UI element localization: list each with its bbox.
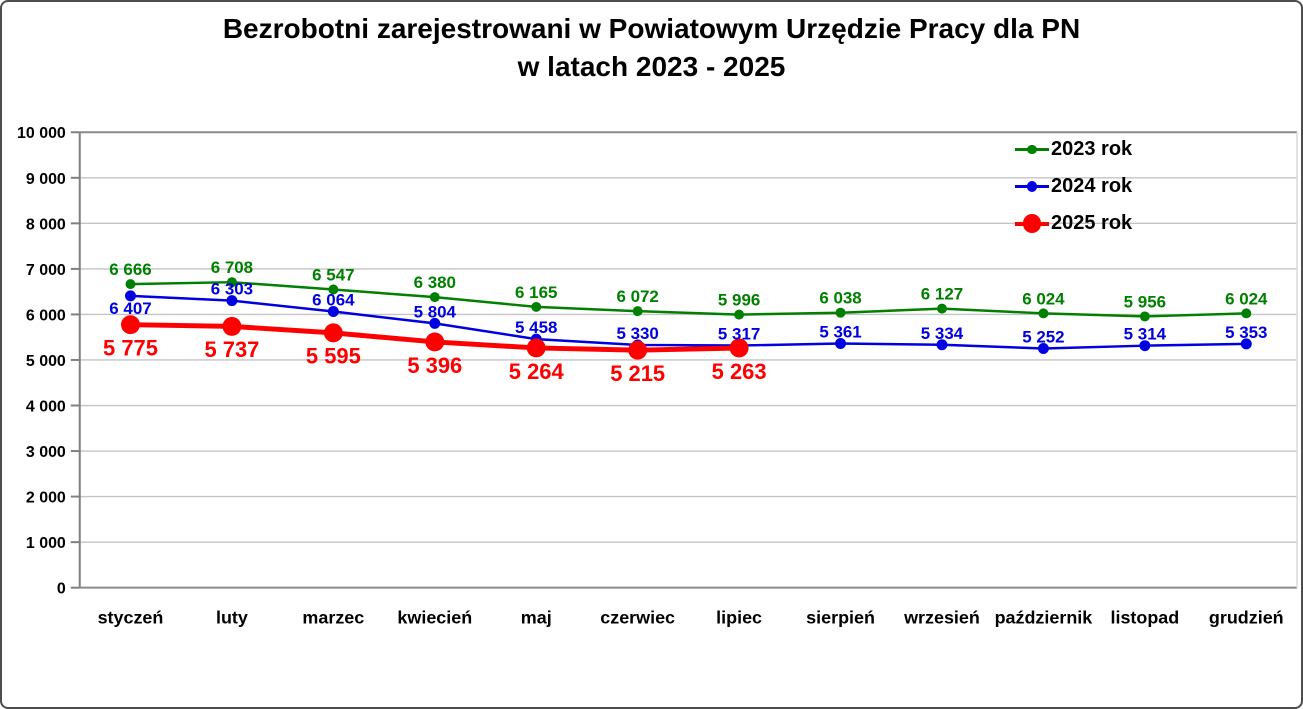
svg-text:6 000: 6 000 bbox=[26, 307, 66, 324]
svg-text:6 303: 6 303 bbox=[211, 280, 253, 299]
svg-text:6 024: 6 024 bbox=[1225, 289, 1268, 308]
svg-text:maj: maj bbox=[521, 607, 552, 627]
svg-text:5 317: 5 317 bbox=[718, 325, 760, 344]
svg-text:grudzień: grudzień bbox=[1209, 607, 1284, 627]
svg-text:lipiec: lipiec bbox=[716, 607, 762, 627]
svg-text:styczeń: styczeń bbox=[98, 607, 164, 627]
svg-text:5 215: 5 215 bbox=[610, 361, 665, 386]
svg-text:6 038: 6 038 bbox=[819, 289, 861, 308]
svg-text:5 458: 5 458 bbox=[515, 318, 557, 337]
svg-text:6 708: 6 708 bbox=[211, 258, 253, 277]
svg-text:6 666: 6 666 bbox=[109, 260, 151, 279]
legend-marker-2024-icon bbox=[1015, 176, 1049, 197]
legend-marker-2023-icon bbox=[1015, 139, 1049, 160]
svg-text:5 361: 5 361 bbox=[819, 323, 861, 342]
svg-text:8 000: 8 000 bbox=[26, 216, 66, 233]
chart-legend: 2023 rok 2024 rok 2025 rok bbox=[1015, 131, 1132, 242]
svg-text:5 956: 5 956 bbox=[1124, 293, 1166, 312]
svg-text:5 353: 5 353 bbox=[1225, 323, 1267, 342]
svg-text:kwiecień: kwiecień bbox=[397, 607, 472, 627]
svg-text:6 024: 6 024 bbox=[1022, 289, 1065, 308]
svg-text:5 737: 5 737 bbox=[204, 337, 259, 362]
svg-text:6 380: 6 380 bbox=[414, 273, 456, 292]
svg-text:6 547: 6 547 bbox=[312, 266, 354, 285]
svg-text:1 000: 1 000 bbox=[26, 535, 66, 552]
legend-label-2024: 2024 rok bbox=[1051, 175, 1133, 197]
svg-text:4 000: 4 000 bbox=[26, 398, 66, 415]
svg-text:5 330: 5 330 bbox=[616, 324, 658, 343]
svg-text:czerwiec: czerwiec bbox=[600, 607, 675, 627]
chart-title-line1: Bezrobotni zarejestrowani w Powiatowym U… bbox=[222, 13, 1081, 44]
svg-text:5 595: 5 595 bbox=[306, 344, 361, 369]
legend-label-2023: 2023 rok bbox=[1051, 138, 1133, 160]
svg-text:5 396: 5 396 bbox=[407, 353, 462, 378]
legend-item-2024: 2024 rok bbox=[1015, 168, 1132, 205]
svg-text:sierpień: sierpień bbox=[806, 607, 875, 627]
chart-title: Bezrobotni zarejestrowani w Powiatowym U… bbox=[2, 10, 1301, 86]
svg-text:6 072: 6 072 bbox=[616, 287, 658, 306]
svg-text:5 000: 5 000 bbox=[26, 353, 66, 370]
svg-text:6 064: 6 064 bbox=[312, 291, 355, 310]
svg-text:wrzesień: wrzesień bbox=[903, 607, 980, 627]
svg-text:5 334: 5 334 bbox=[921, 324, 964, 343]
svg-text:5 775: 5 775 bbox=[103, 336, 158, 361]
svg-text:5 314: 5 314 bbox=[1124, 325, 1167, 344]
svg-text:9 000: 9 000 bbox=[26, 171, 66, 188]
svg-text:marzec: marzec bbox=[302, 607, 364, 627]
svg-text:6 165: 6 165 bbox=[515, 283, 557, 302]
svg-text:5 252: 5 252 bbox=[1022, 328, 1064, 347]
svg-text:7 000: 7 000 bbox=[26, 262, 66, 279]
chart-title-line2: w latach 2023 - 2025 bbox=[517, 51, 786, 82]
legend-item-2023: 2023 rok bbox=[1015, 131, 1132, 168]
svg-text:2 000: 2 000 bbox=[26, 490, 66, 507]
svg-text:6 407: 6 407 bbox=[109, 299, 151, 318]
svg-text:5 263: 5 263 bbox=[712, 359, 767, 384]
svg-text:10 000: 10 000 bbox=[17, 125, 66, 142]
svg-text:listopad: listopad bbox=[1110, 607, 1179, 627]
legend-label-2025: 2025 rok bbox=[1051, 212, 1133, 234]
svg-text:październik: październik bbox=[995, 607, 1093, 627]
svg-text:5 996: 5 996 bbox=[718, 291, 760, 310]
svg-text:luty: luty bbox=[216, 607, 248, 627]
svg-text:5 804: 5 804 bbox=[414, 302, 457, 321]
legend-marker-2025-icon bbox=[1015, 213, 1049, 234]
svg-text:0: 0 bbox=[57, 581, 66, 598]
svg-text:3 000: 3 000 bbox=[26, 444, 66, 461]
legend-item-2025: 2025 rok bbox=[1015, 205, 1132, 242]
svg-text:5 264: 5 264 bbox=[509, 359, 565, 384]
svg-text:6 127: 6 127 bbox=[921, 285, 963, 304]
